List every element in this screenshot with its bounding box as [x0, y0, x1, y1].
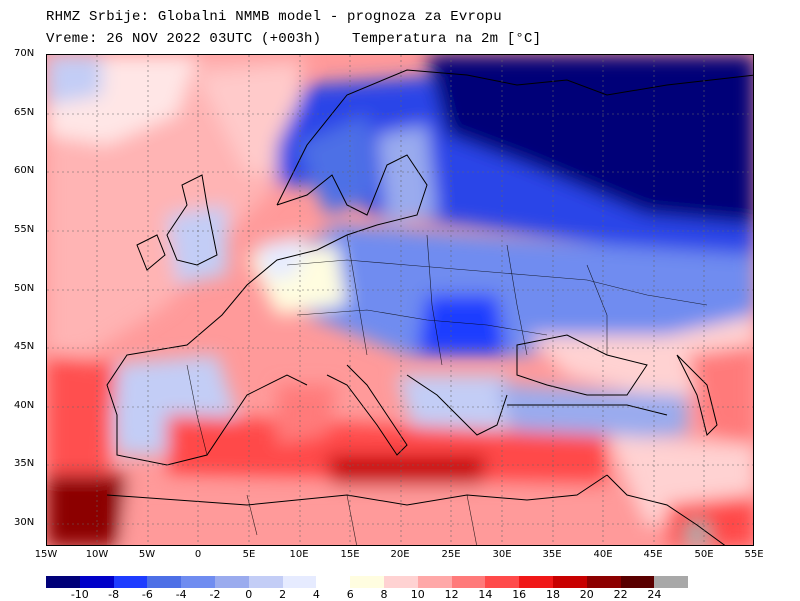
legend-tick-label: 20 — [579, 588, 594, 601]
legend-swatch — [181, 576, 215, 588]
legend-swatch — [586, 576, 621, 588]
lon-label-40e: 40E — [593, 549, 613, 560]
coastlines — [106, 69, 753, 545]
legend-swatch — [46, 576, 80, 588]
legend-swatch — [147, 576, 182, 588]
legend-swatch — [519, 576, 553, 588]
borders — [186, 234, 708, 545]
lat-label-45n: 45N — [14, 341, 35, 352]
legend-tick-label: 12 — [444, 588, 459, 601]
lon-label-0: 0 — [194, 549, 202, 560]
lon-label-15w: 15W — [34, 549, 58, 560]
legend-swatch — [451, 576, 486, 588]
legend-tick-label: 10 — [410, 588, 425, 601]
graticule — [47, 55, 753, 545]
lat-label-55n: 55N — [14, 224, 35, 235]
legend-tick-label: 14 — [478, 588, 493, 601]
legend-tick-label: -2 — [209, 588, 221, 601]
legend-tick-label: 0 — [245, 588, 253, 601]
legend-swatch — [654, 576, 689, 588]
legend-swatch — [248, 576, 283, 588]
lon-label-5w: 5W — [138, 549, 156, 560]
legend-tick-label: 22 — [613, 588, 628, 601]
legend-swatch — [113, 576, 148, 588]
lon-label-10w: 10W — [85, 549, 109, 560]
temperature-field — [47, 55, 753, 545]
valid-time: Vreme: 26 NOV 2022 03UTC (+003h) — [46, 31, 322, 47]
legend-tick-label: 2 — [279, 588, 287, 601]
parameter-label: Temperatura na 2m [°C] — [352, 31, 542, 47]
lon-label-15e: 15E — [340, 549, 360, 560]
legend-swatch — [350, 576, 384, 588]
lat-label-65n: 65N — [14, 107, 35, 118]
legend-tick-label: -10 — [70, 588, 89, 601]
legend-tick-label: 16 — [512, 588, 527, 601]
legend-tick-label: 4 — [312, 588, 320, 601]
lon-label-25e: 25E — [441, 549, 461, 560]
legend-tick-label: -6 — [141, 588, 153, 601]
map-svg — [47, 55, 753, 545]
lon-label-35e: 35E — [542, 549, 562, 560]
lon-label-30e: 30E — [492, 549, 512, 560]
lat-label-35n: 35N — [14, 458, 35, 469]
legend-swatch — [485, 576, 520, 588]
legend-tick-label: -4 — [175, 588, 187, 601]
legend-tick-label: 18 — [546, 588, 560, 601]
lon-label-50e: 50E — [694, 549, 714, 560]
lon-label-10e: 10E — [289, 549, 309, 560]
legend-swatch — [383, 576, 418, 588]
legend-swatch — [79, 576, 114, 588]
color-legend — [46, 576, 689, 588]
lat-label-60n: 60N — [14, 165, 35, 176]
lat-label-70n: 70N — [14, 48, 35, 59]
legend-swatch — [316, 576, 351, 588]
map-title: RHMZ Srbije: Globalni NMMB model - progn… — [46, 9, 502, 25]
lat-label-30n: 30N — [14, 517, 35, 528]
lon-label-55e: 55E — [744, 549, 764, 560]
legend-tick-label: -8 — [108, 588, 120, 601]
lon-label-5e: 5E — [242, 549, 256, 560]
lon-label-20e: 20E — [390, 549, 410, 560]
legend-swatch — [214, 576, 249, 588]
legend-swatch — [282, 576, 317, 588]
temperature-map — [46, 54, 754, 546]
lon-label-45e: 45E — [643, 549, 663, 560]
forecast-time: Vreme: 26 NOV 2022 03UTC (+003h) Temperat… — [46, 31, 541, 47]
legend-swatch — [620, 576, 655, 588]
legend-swatch — [417, 576, 452, 588]
legend-swatch — [552, 576, 587, 588]
legend-tick-label: 6 — [346, 588, 354, 601]
legend-tick-label: 24 — [647, 588, 662, 601]
lat-label-50n: 50N — [14, 283, 35, 294]
lat-label-40n: 40N — [14, 400, 35, 411]
legend-tick-label: 8 — [380, 588, 388, 601]
